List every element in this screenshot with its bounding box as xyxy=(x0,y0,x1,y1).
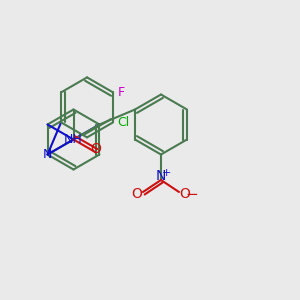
Text: N: N xyxy=(43,148,52,161)
Text: Cl: Cl xyxy=(117,116,130,129)
Text: O: O xyxy=(90,142,101,156)
Text: NH: NH xyxy=(64,133,83,146)
Text: O: O xyxy=(131,188,142,201)
Text: +: + xyxy=(162,168,171,178)
Text: F: F xyxy=(118,86,125,99)
Text: N: N xyxy=(156,169,166,183)
Text: −: − xyxy=(185,187,198,202)
Text: O: O xyxy=(179,188,191,201)
